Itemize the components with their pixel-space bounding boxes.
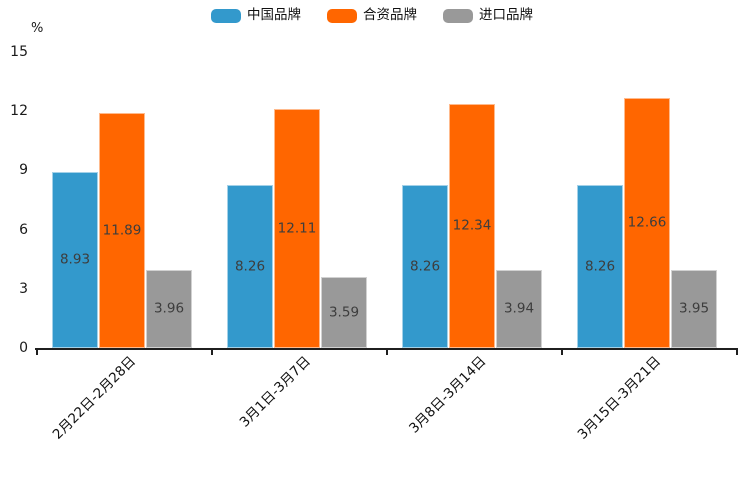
legend-item-import-brand: 进口品牌	[443, 9, 533, 23]
legend-label: 进口品牌	[479, 7, 533, 24]
bar: 12.11	[274, 109, 320, 348]
bar-value-label: 12.34	[452, 217, 492, 234]
bar: 3.96	[146, 270, 192, 348]
x-axis-tick	[561, 350, 563, 355]
legend-marker-joint-venture-brand-swatch	[327, 9, 357, 23]
x-axis-tick	[386, 350, 388, 355]
bar-value-label: 3.95	[678, 300, 710, 317]
legend-marker-china-brand-swatch	[211, 9, 241, 23]
x-axis-tick	[736, 350, 738, 355]
bar-value-label: 8.26	[584, 257, 616, 274]
bar: 12.66	[624, 98, 670, 348]
bar: 3.94	[496, 270, 542, 348]
x-category-label: 2月22日-2月28日	[49, 353, 140, 443]
legend-item-china-brand: 中国品牌	[211, 9, 301, 23]
bar: 3.95	[671, 270, 717, 348]
y-tick-label: 12	[10, 103, 28, 120]
bar-value-label: 3.94	[503, 300, 535, 317]
bar: 11.89	[99, 113, 145, 348]
x-axis-tick	[36, 350, 38, 355]
bar-value-label: 8.93	[59, 251, 91, 268]
y-tick-label: 0	[19, 340, 28, 356]
bar: 3.59	[321, 277, 367, 348]
bar: 12.34	[449, 104, 495, 348]
bar: 8.93	[52, 172, 98, 348]
bar-value-label: 11.89	[102, 221, 142, 238]
y-tick-label: 15	[10, 44, 28, 60]
bar-value-label: 8.26	[409, 257, 441, 274]
x-category-label: 3月1日-3月7日	[236, 353, 315, 431]
bar: 8.26	[402, 185, 448, 348]
y-axis-unit-label: %	[31, 21, 44, 36]
y-tick-label: 3	[19, 280, 28, 297]
bar-value-label: 3.59	[328, 303, 360, 320]
bar-value-label: 3.96	[153, 300, 185, 317]
legend-item-joint-venture-brand: 合资品牌	[327, 9, 417, 23]
bar-value-label: 8.26	[234, 257, 266, 274]
x-category-label: 3月15日-3月21日	[574, 353, 665, 443]
bar: 8.26	[577, 185, 623, 348]
legend-label: 合资品牌	[363, 7, 417, 24]
bar-value-label: 12.11	[277, 219, 317, 236]
bar: 8.26	[227, 185, 273, 348]
legend: 中国品牌 合资品牌 进口品牌	[0, 7, 744, 25]
bar-value-label: 12.66	[627, 214, 667, 231]
y-tick-label: 6	[19, 221, 28, 238]
legend-label: 中国品牌	[247, 7, 301, 24]
x-axis-line	[35, 348, 738, 350]
y-tick-label: 9	[19, 162, 28, 179]
x-axis-tick	[211, 350, 213, 355]
x-category-label: 3月8日-3月14日	[405, 353, 490, 437]
legend-marker-import-brand-swatch	[443, 9, 473, 23]
